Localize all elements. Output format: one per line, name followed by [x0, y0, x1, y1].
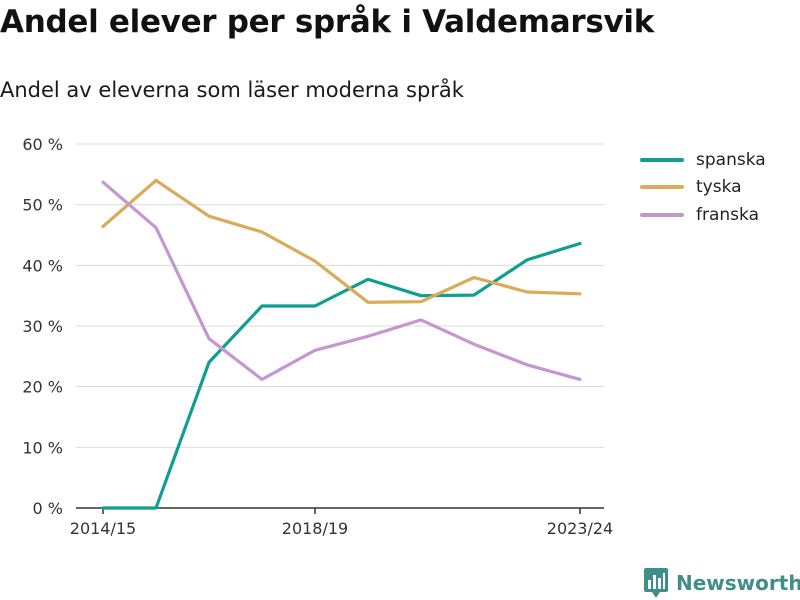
legend-label: spanska [696, 149, 766, 170]
x-tick-label: 2023/24 [547, 519, 613, 538]
y-tick-label: 60 % [22, 135, 63, 154]
chart-legend: spanska tyska franska [640, 146, 766, 229]
y-tick-label: 50 % [22, 196, 63, 215]
series-line-franska [101, 180, 582, 381]
y-tick-label: 40 % [22, 256, 63, 275]
chart-title: Andel elever per språk i Valdemarsvik [0, 4, 655, 40]
x-tick-label: 2014/15 [70, 519, 136, 538]
legend-swatch [640, 185, 684, 190]
x-tick-label: 2018/19 [282, 519, 348, 538]
legend-label: tyska [696, 177, 742, 198]
bar-chart-logo-icon [644, 568, 668, 598]
brand-name: Newsworthy [676, 571, 800, 595]
legend-item-franska: franska [640, 201, 766, 229]
legend-label: franska [696, 204, 759, 225]
series-line-spanska [101, 241, 582, 510]
y-tick-label: 30 % [22, 317, 63, 336]
chart-subtitle: Andel av eleverna som läser moderna språ… [0, 78, 464, 102]
legend-swatch [640, 212, 684, 217]
brand-logo: Newsworthy [644, 568, 800, 598]
legend-item-tyska: tyska [640, 174, 766, 202]
y-tick-label: 20 % [22, 378, 63, 397]
legend-swatch [640, 157, 684, 162]
legend-item-spanska: spanska [640, 146, 766, 174]
y-tick-label: 0 % [33, 499, 63, 518]
y-tick-label: 10 % [22, 438, 63, 457]
series-line-tyska [101, 178, 582, 304]
